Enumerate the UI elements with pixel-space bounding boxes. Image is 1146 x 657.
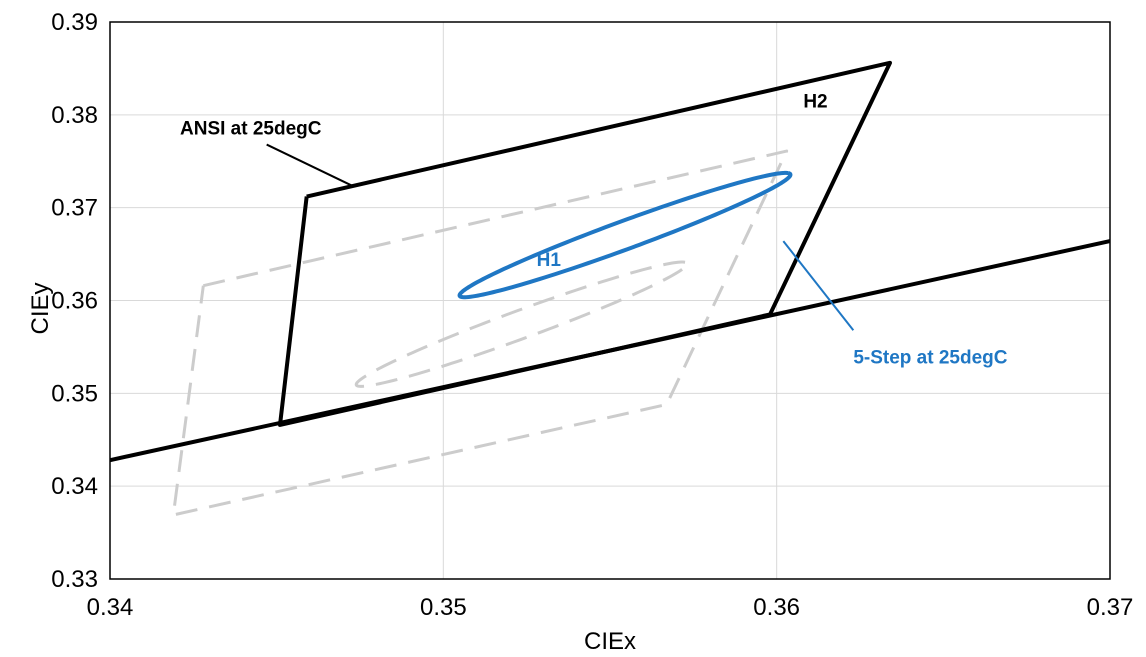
plot-frame bbox=[109, 21, 1111, 580]
y-tick-label: 0.39 bbox=[51, 9, 98, 36]
series-ansi-quadrangle bbox=[278, 60, 892, 427]
x-tick-label: 0.34 bbox=[87, 594, 134, 621]
y-tick-label: 0.38 bbox=[51, 102, 98, 129]
series-shifted-ellipse bbox=[354, 260, 689, 388]
y-tick-label: 0.33 bbox=[51, 566, 98, 593]
annotations-layer: ANSI at 25degC H2 H1 5-Step at 25degC bbox=[180, 91, 1008, 368]
annotation-leader-line bbox=[782, 240, 855, 331]
annotation-label: H2 bbox=[803, 91, 827, 112]
y-tick-label: 0.37 bbox=[51, 195, 98, 222]
x-tick-labels: 0.34 0.35 0.36 0.37 bbox=[87, 594, 1134, 621]
annotation-label: H1 bbox=[537, 250, 562, 271]
annotation-label: 5-Step at 25degC bbox=[853, 348, 1007, 369]
annotation-label: ANSI at 25degC bbox=[180, 118, 322, 139]
x-tick-label: 0.37 bbox=[1087, 594, 1134, 621]
x-tick-label: 0.36 bbox=[753, 594, 800, 621]
annotation-leader-line bbox=[266, 143, 354, 188]
y-tick-label: 0.35 bbox=[51, 380, 98, 407]
x-axis-title: CIEx bbox=[584, 628, 636, 655]
series-ellipse bbox=[457, 170, 793, 300]
series-layer bbox=[109, 60, 1111, 517]
y-tick-label: 0.34 bbox=[51, 473, 98, 500]
y-axis-title: CIEy bbox=[27, 282, 54, 334]
x-tick-label: 0.35 bbox=[420, 594, 467, 621]
y-tick-label: 0.36 bbox=[51, 288, 98, 315]
y-tick-labels: 0.33 0.34 0.35 0.36 0.37 0.38 0.39 bbox=[51, 9, 98, 593]
